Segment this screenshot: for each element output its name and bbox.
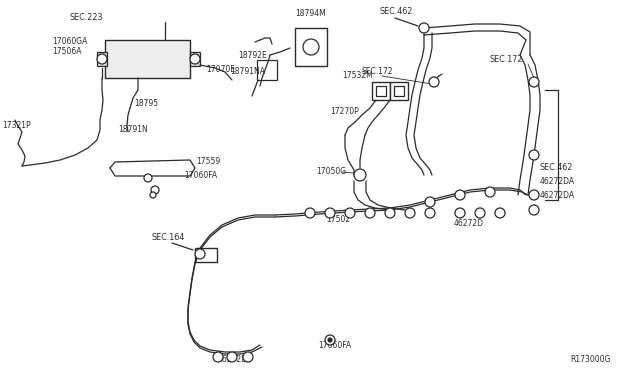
Circle shape [529,190,539,200]
Circle shape [97,54,107,64]
Circle shape [425,208,435,218]
Circle shape [529,150,539,160]
Bar [105,40,190,78]
Circle shape [190,54,200,64]
Text: SEC.223: SEC.223 [70,13,104,22]
Text: 17060FA: 17060FA [318,341,351,350]
Bar [195,248,217,262]
Circle shape [325,208,335,218]
Bar [190,52,200,66]
Circle shape [243,352,253,362]
Text: 17060FA: 17060FA [184,171,217,180]
Text: 17559: 17559 [196,157,220,167]
Circle shape [150,192,156,198]
Text: F: F [358,173,362,177]
Circle shape [529,77,539,87]
Text: 18795: 18795 [134,99,158,109]
Text: 17050G: 17050G [316,167,346,176]
Text: SEC.172: SEC.172 [490,55,524,64]
Bar [372,82,390,100]
Text: 46272D: 46272D [218,356,248,365]
Text: 18791NA: 18791NA [230,67,265,77]
Text: SEC.462: SEC.462 [380,7,413,16]
Text: 17070E: 17070E [206,65,235,74]
Circle shape [151,186,159,194]
Text: 17321P: 17321P [2,121,31,129]
Text: R173000G: R173000G [570,356,611,365]
Bar [97,52,107,66]
Circle shape [405,208,415,218]
Bar [390,82,408,100]
Text: 46272DA: 46272DA [540,192,575,201]
Circle shape [365,208,375,218]
Text: 46272DA: 46272DA [540,177,575,186]
Circle shape [475,208,485,218]
Circle shape [455,190,465,200]
Text: 46272D: 46272D [454,219,484,228]
Bar [257,60,277,80]
Circle shape [385,208,395,218]
Circle shape [425,197,435,207]
Circle shape [419,23,429,33]
Text: 18792E: 18792E [238,51,267,61]
Text: 17060GA: 17060GA [52,38,88,46]
Text: 17270P: 17270P [330,108,359,116]
Circle shape [455,208,465,218]
Circle shape [227,352,237,362]
Circle shape [305,208,315,218]
Text: SEC.462: SEC.462 [540,164,573,173]
Text: 17502: 17502 [326,215,350,224]
Text: 18791N: 18791N [118,125,148,135]
Text: SEC.172: SEC.172 [362,67,394,77]
Circle shape [213,352,223,362]
Text: b: b [216,355,220,359]
Circle shape [195,249,205,259]
Circle shape [529,205,539,215]
Text: d: d [246,355,250,359]
Text: 17506A: 17506A [52,48,81,57]
Circle shape [328,338,332,342]
Circle shape [325,335,335,345]
Circle shape [354,169,366,181]
Circle shape [485,187,495,197]
Circle shape [303,39,319,55]
Text: 18794M: 18794M [295,10,326,19]
Circle shape [429,77,439,87]
Circle shape [144,174,152,182]
Bar [394,86,404,96]
Bar [295,28,327,66]
Text: c: c [230,355,234,359]
Bar [376,86,386,96]
Circle shape [345,208,355,218]
Text: 17532M: 17532M [342,71,372,80]
Circle shape [495,208,505,218]
Text: SEC.164: SEC.164 [152,234,185,243]
